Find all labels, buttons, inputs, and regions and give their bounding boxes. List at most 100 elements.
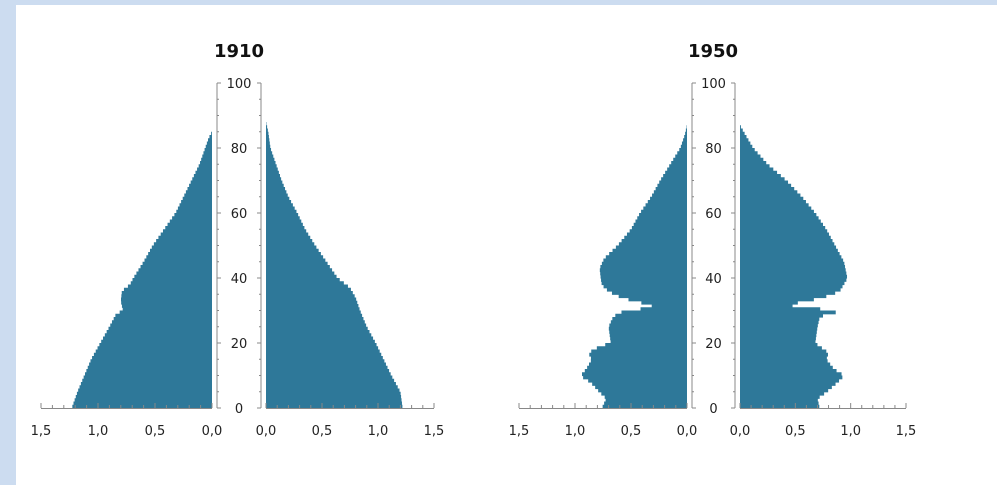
bar-male-age-3 — [604, 395, 687, 399]
bar-female-age-20 — [740, 339, 816, 344]
bar-female-age-76 — [266, 157, 275, 162]
bar-male-age-56 — [167, 222, 212, 227]
bar-male-age-24 — [608, 326, 687, 331]
bar-male-age-47 — [609, 252, 687, 256]
x-tick-label: 0,0 — [677, 424, 698, 439]
bar-female-age-28 — [740, 313, 823, 318]
bar-male-age-82 — [683, 138, 687, 143]
bar-female-age-48 — [740, 248, 838, 253]
bar-male-age-43 — [140, 265, 212, 269]
bar-male-age-3 — [75, 395, 212, 399]
y-tick-label: 0 — [235, 402, 243, 417]
bar-male-age-14 — [590, 359, 687, 364]
bar-male-age-17 — [95, 349, 212, 354]
bar-male-age-63 — [181, 200, 212, 204]
bar-female-age-46 — [266, 255, 324, 260]
bar-female-age-1 — [266, 401, 402, 406]
bar-female-age-72 — [266, 170, 279, 175]
bar-female-age-30 — [740, 307, 821, 312]
bar-male-age-13 — [589, 362, 687, 367]
bar-female-age-44 — [266, 261, 328, 266]
y-tick-label: 40 — [231, 272, 248, 287]
bar-female-age-11 — [266, 369, 390, 373]
bar-male-age-31 — [121, 304, 212, 308]
bar-male-age-50 — [153, 242, 212, 247]
bar-male-age-11 — [584, 369, 687, 373]
bar-female-age-65 — [740, 193, 801, 198]
bar-female-age-64 — [740, 196, 804, 201]
bar-female-age-16 — [266, 352, 382, 357]
bar-female-age-48 — [266, 248, 319, 253]
bar-male-age-64 — [182, 196, 212, 201]
bar-male-age-50 — [618, 242, 687, 247]
bar-male-age-15 — [92, 356, 212, 360]
bar-male-age-63 — [647, 200, 687, 204]
bar-male-age-25 — [609, 323, 687, 328]
bar-female-age-31 — [740, 304, 793, 308]
bar-female-age-58 — [740, 216, 819, 221]
bar-male-age-8 — [588, 378, 687, 383]
bar-male-age-74 — [669, 164, 687, 169]
bar-female-age-41 — [266, 271, 335, 276]
bar-female-age-5 — [266, 388, 400, 393]
bar-female-age-22 — [740, 333, 817, 338]
bar-male-age-64 — [650, 196, 687, 201]
bar-female-age-35 — [266, 291, 353, 295]
bar-female-age-83 — [266, 135, 269, 139]
bar-female-age-25 — [266, 323, 367, 328]
bar-male-age-83 — [684, 135, 687, 139]
bar-male-age-12 — [87, 365, 212, 370]
bar-female-age-5 — [740, 388, 829, 393]
bar-female-age-27 — [740, 317, 820, 321]
bar-male-age-78 — [203, 151, 212, 156]
bar-male-age-51 — [621, 239, 687, 243]
bar-male-age-79 — [679, 148, 687, 152]
bar-female-age-39 — [266, 278, 340, 282]
bar-female-age-80 — [266, 144, 271, 149]
bar-female-age-45 — [266, 258, 326, 263]
bar-male-age-45 — [603, 258, 687, 263]
bar-female-age-50 — [740, 242, 835, 247]
bar-female-age-67 — [740, 187, 795, 191]
x-tick-label: 1,5 — [31, 424, 52, 439]
bar-male-age-78 — [677, 151, 687, 156]
bar-female-age-52 — [740, 235, 831, 240]
bar-female-age-10 — [740, 372, 842, 377]
bar-male-age-27 — [612, 317, 687, 321]
bar-male-age-84 — [211, 131, 212, 136]
bar-female-age-31 — [266, 304, 359, 308]
bar-male-age-6 — [595, 385, 687, 390]
y-tick-label: 100 — [701, 77, 726, 92]
bar-male-age-77 — [202, 154, 212, 159]
bar-male-age-46 — [146, 255, 212, 260]
bar-male-age-66 — [653, 190, 687, 195]
bar-female-age-57 — [740, 219, 821, 224]
x-tick-label: 0,5 — [621, 424, 642, 439]
bar-male-age-5 — [78, 388, 212, 393]
bar-female-age-3 — [266, 395, 402, 399]
bar-female-age-62 — [740, 203, 809, 208]
bar-male-age-7 — [592, 382, 687, 386]
bar-male-age-53 — [626, 232, 687, 237]
bar-male-age-28 — [615, 313, 687, 318]
bar-male-age-62 — [179, 203, 212, 208]
bar-male-age-24 — [108, 326, 212, 331]
bar-male-age-54 — [629, 229, 687, 234]
bar-female-age-70 — [740, 177, 785, 182]
bar-female-age-38 — [740, 281, 845, 286]
bar-male-age-39 — [601, 278, 687, 282]
bar-female-age-50 — [266, 242, 315, 247]
bar-female-age-10 — [266, 372, 391, 377]
bar-male-age-65 — [652, 193, 687, 198]
bar-male-age-70 — [661, 177, 687, 182]
bar-male-age-49 — [151, 245, 212, 250]
bar-female-age-86 — [740, 125, 741, 130]
bar-male-age-30 — [122, 307, 212, 312]
bar-female-age-6 — [740, 385, 832, 390]
bar-male-age-81 — [206, 141, 212, 146]
bar-female-age-36 — [740, 287, 841, 292]
bar-male-age-2 — [74, 398, 212, 403]
bar-female-age-63 — [266, 200, 292, 204]
bar-male-age-75 — [200, 161, 212, 165]
bar-female-age-51 — [266, 239, 313, 243]
